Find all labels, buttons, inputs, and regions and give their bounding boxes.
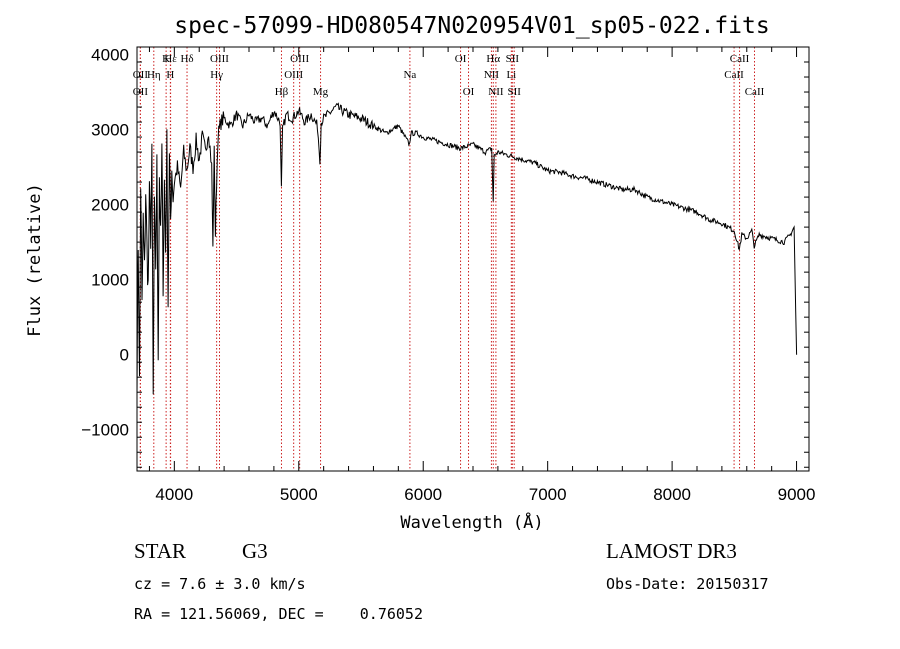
line-label-18: NII [484,69,500,81]
line-label-5: H [166,69,174,81]
line-label-23: CaII [724,69,744,81]
line-label-10: OIII [290,53,309,65]
x-tick-label: 5000 [280,485,318,504]
y-tick-label: 4000 [91,46,129,65]
y-tick-label: 2000 [91,196,129,215]
spectral-line-markers [139,47,755,471]
x-tick-label: 7000 [529,485,567,504]
line-label-15: OI [463,86,475,98]
line-label-20: NII [488,86,504,98]
x-axis-label: Wavelength (Å) [400,511,543,533]
observation-date: Obs-Date: 20150317 [606,575,769,593]
x-axis-ticks: 4000 5000 6000 7000 8000 9000 [148,47,816,504]
line-label-16: Hα [486,53,500,65]
line-label-1: K [162,53,170,65]
y-axis-label: Flux (relative) [25,183,45,337]
redshift-info: cz = 7.6 ± 3.0 km/s [134,575,306,593]
line-label-11: OIII [284,69,303,81]
plot-frame [136,46,810,472]
line-label-4: Hη [147,69,161,81]
survey-name: LAMOST DR3 [606,539,737,563]
y-tick-label: 1000 [91,271,129,290]
line-label-7: Hγ [210,69,223,81]
y-tick-label: 3000 [91,121,129,140]
line-label-12: Mg [313,86,329,98]
y-axis-ticks: −1000 0 1000 2000 3000 4000 [81,46,809,468]
y-tick-label: −1000 [81,421,129,440]
line-label-17: SII [506,53,520,65]
x-tick-label: 6000 [404,485,442,504]
line-label-13: Na [403,69,416,81]
x-tick-label: 9000 [778,485,816,504]
spectral-subclass: G3 [242,539,268,563]
flux-series-line [136,102,798,397]
coordinates: RA = 121.56069, DEC = 0.76052 [134,605,423,623]
line-label-22: CaII [730,53,750,65]
y-tick-label: 0 [120,346,129,365]
object-type: STAR [134,539,186,563]
line-label-21: SII [507,86,521,98]
line-label-24: CaII [745,86,765,98]
line-label-19: Li [506,69,516,81]
x-tick-label: 4000 [155,485,193,504]
line-label-9: OIII [210,53,229,65]
line-label-2: Hδ [180,53,193,65]
chart-title: spec-57099-HD080547N020954V01_sp05-022.f… [174,13,769,39]
line-label-14: OI [455,53,467,65]
line-label-8: Hβ [275,86,289,98]
x-tick-label: 8000 [653,485,691,504]
